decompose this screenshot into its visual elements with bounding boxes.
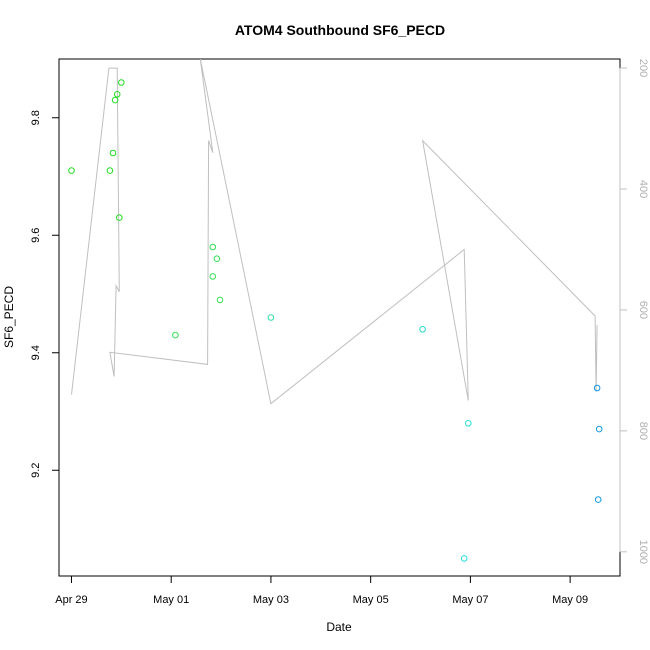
- data-point: [68, 167, 75, 174]
- y2-tick-label: 600: [637, 301, 649, 319]
- x-axis-label: Date: [326, 620, 352, 634]
- y2-tick-label: 800: [637, 422, 649, 440]
- data-point: [172, 331, 179, 339]
- x-tick-label: May 09: [552, 594, 588, 606]
- points-layer: [68, 79, 603, 562]
- data-point: [109, 149, 117, 157]
- data-point: [593, 384, 601, 392]
- y2-tick-label: 1000: [637, 540, 649, 564]
- x-axis: Apr 29 May 01 May 03 May 05 May 07 May 09: [55, 575, 588, 606]
- y2-axis: 200 400 600 800 1000: [619, 59, 649, 564]
- line-series-layer: [71, 59, 598, 405]
- y-tick-label: 9.6: [30, 228, 42, 243]
- data-point: [209, 273, 217, 280]
- data-point: [118, 79, 125, 86]
- data-point: [595, 425, 603, 433]
- y-tick-label: 9.2: [30, 463, 42, 478]
- data-point: [116, 214, 123, 221]
- x-tick-label: Apr 29: [55, 594, 87, 606]
- x-tick-label: May 05: [353, 594, 389, 606]
- data-point: [213, 255, 221, 263]
- y2-tick-label: 400: [637, 180, 649, 198]
- x-tick-label: May 03: [253, 594, 289, 606]
- data-point: [419, 326, 426, 333]
- data-point: [267, 314, 275, 321]
- data-point: [465, 420, 472, 427]
- data-point: [209, 243, 217, 251]
- data-point: [113, 91, 121, 98]
- x-tick-label: May 01: [153, 594, 189, 606]
- data-point: [594, 496, 602, 503]
- y-tick-label: 9.4: [30, 345, 42, 360]
- y2-tick-label: 200: [637, 59, 649, 77]
- data-point: [216, 296, 224, 304]
- series-line: [71, 59, 598, 405]
- data-point: [460, 555, 468, 562]
- y-axis: 9.2 9.4 9.6 9.8: [30, 110, 60, 478]
- x-tick-label: May 07: [452, 594, 488, 606]
- y-tick-label: 9.8: [30, 110, 42, 125]
- plot-frame: [58, 58, 621, 577]
- data-point: [111, 96, 119, 104]
- chart-title: ATOM4 Southbound SF6_PECD: [235, 22, 445, 38]
- data-point: [106, 167, 114, 174]
- y-axis-label: SF6_PECD: [2, 286, 16, 348]
